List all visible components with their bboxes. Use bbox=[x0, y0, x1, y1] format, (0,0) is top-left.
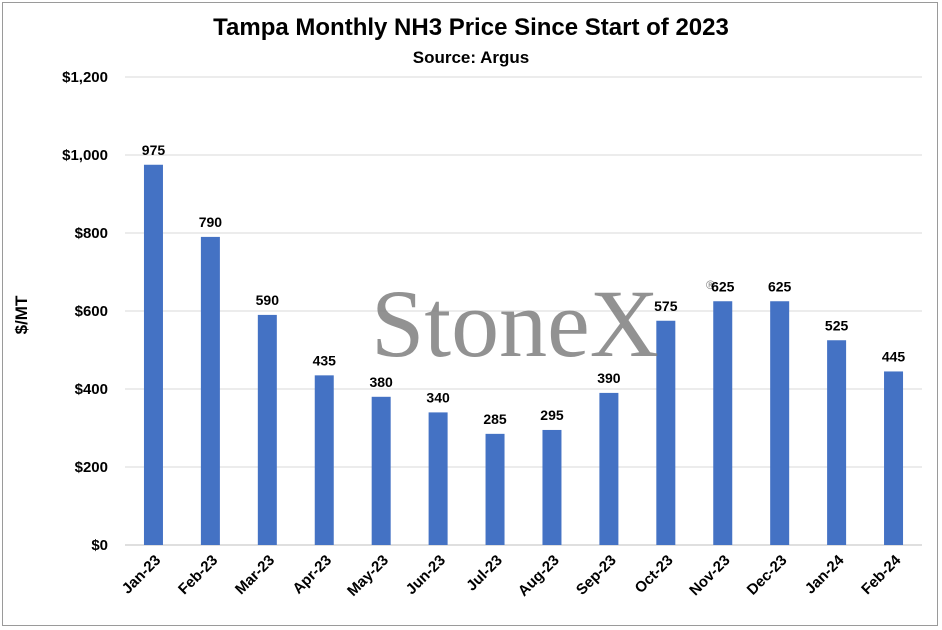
bar-jun-23 bbox=[428, 412, 448, 545]
data-label: 525 bbox=[825, 317, 849, 333]
y-tick-label: $400 bbox=[75, 381, 108, 398]
x-tick-label: Feb-23 bbox=[175, 552, 221, 598]
data-labels: 975 790 590 435 380 340 285 295 390 575 625 625 525 4… bbox=[142, 142, 906, 427]
chart-subtitle: Source: Argus bbox=[412, 48, 530, 67]
x-tick-label: Sep-23 bbox=[573, 552, 620, 599]
x-tick-label: Jan-24 bbox=[802, 551, 848, 597]
y-tick-label: $800 bbox=[75, 225, 108, 242]
x-tick-label: Mar-23 bbox=[232, 552, 278, 598]
bar-jan-24 bbox=[827, 340, 847, 545]
x-tick-label: Jul-23 bbox=[463, 552, 506, 595]
bar-jan-23 bbox=[143, 164, 163, 545]
data-label: 340 bbox=[426, 389, 450, 405]
bar-may-23 bbox=[371, 396, 391, 545]
y-tick-label: $200 bbox=[75, 459, 108, 476]
data-label: 285 bbox=[483, 411, 507, 427]
bar-jul-23 bbox=[485, 433, 505, 545]
x-tick-label: May-23 bbox=[344, 552, 392, 600]
x-tick-labels: Jan-23 Feb-23 Mar-23 Apr-23 May-23 Jun-23 Jul-… bbox=[119, 551, 905, 599]
data-label: 295 bbox=[540, 407, 564, 423]
watermark: StoneX ® bbox=[371, 270, 715, 377]
data-label: 575 bbox=[654, 298, 678, 314]
bar-sep-23 bbox=[599, 392, 619, 545]
x-tick-label: Dec-23 bbox=[744, 552, 791, 599]
bar-dec-23 bbox=[770, 301, 790, 545]
data-label: 625 bbox=[711, 278, 735, 294]
data-label: 445 bbox=[882, 348, 906, 364]
bars bbox=[143, 164, 904, 545]
y-tick-label: $1,200 bbox=[62, 69, 108, 86]
chart-title: Tampa Monthly NH3 Price Since Start of 2… bbox=[213, 14, 729, 41]
x-tick-label: Jun-23 bbox=[403, 552, 449, 598]
data-label: 390 bbox=[597, 370, 621, 386]
x-tick-label: Feb-24 bbox=[858, 551, 905, 598]
bar-nov-23 bbox=[713, 301, 733, 545]
bar-oct-23 bbox=[656, 320, 676, 545]
x-tick-label: Oct-23 bbox=[632, 552, 677, 597]
bar-apr-23 bbox=[314, 375, 334, 545]
y-tick-labels: $0 $200 $400 $600 $800 $1,000 $1,200 bbox=[62, 69, 108, 554]
data-label: 590 bbox=[256, 292, 280, 308]
bar-mar-23 bbox=[257, 314, 277, 545]
y-tick-label: $0 bbox=[91, 537, 108, 554]
x-tick-label: Aug-23 bbox=[515, 552, 563, 600]
bar-feb-23 bbox=[200, 236, 220, 545]
watermark-logo: StoneX bbox=[371, 270, 659, 377]
x-tick-label: Nov-23 bbox=[686, 552, 733, 599]
bar-feb-24 bbox=[884, 371, 904, 545]
y-tick-label: $1,000 bbox=[62, 147, 108, 164]
x-tick-label: Jan-23 bbox=[119, 552, 165, 598]
data-label: 790 bbox=[199, 214, 223, 230]
y-tick-label: $600 bbox=[75, 303, 108, 320]
x-tick-label: Apr-23 bbox=[289, 552, 335, 598]
bar-aug-23 bbox=[542, 429, 562, 545]
data-label: 435 bbox=[313, 352, 337, 368]
data-label: 975 bbox=[142, 142, 166, 158]
data-label: 625 bbox=[768, 278, 792, 294]
data-label: 380 bbox=[369, 374, 393, 390]
watermark-registered-mark: ® bbox=[706, 278, 715, 292]
